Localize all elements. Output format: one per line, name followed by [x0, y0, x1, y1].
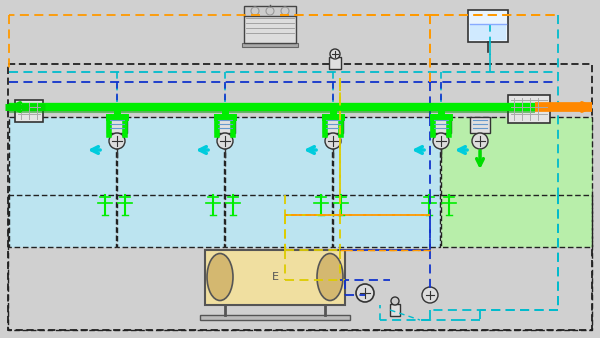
Bar: [470, 117, 490, 133]
Bar: [441, 117, 592, 247]
Bar: [117, 117, 224, 247]
Bar: [333, 117, 440, 247]
Circle shape: [109, 133, 125, 149]
Bar: [15, 100, 43, 122]
Bar: [508, 95, 550, 123]
Bar: [323, 117, 343, 133]
Bar: [200, 315, 350, 320]
Bar: [244, 6, 296, 16]
Bar: [107, 117, 127, 133]
Bar: [242, 43, 298, 47]
Circle shape: [325, 133, 341, 149]
Bar: [244, 15, 296, 43]
Bar: [8, 195, 592, 330]
Bar: [329, 57, 341, 69]
Bar: [470, 24, 506, 40]
Bar: [205, 250, 345, 305]
Bar: [390, 304, 400, 316]
Circle shape: [217, 133, 233, 149]
Circle shape: [356, 284, 374, 302]
Bar: [431, 117, 451, 133]
Circle shape: [472, 133, 488, 149]
Circle shape: [433, 133, 449, 149]
Bar: [9, 117, 116, 247]
Bar: [8, 64, 592, 330]
Text: E: E: [271, 272, 278, 282]
Ellipse shape: [317, 254, 343, 300]
Ellipse shape: [207, 254, 233, 300]
Bar: [225, 117, 332, 247]
Circle shape: [391, 297, 399, 305]
Circle shape: [330, 49, 340, 59]
Bar: [215, 117, 235, 133]
Bar: [468, 10, 508, 42]
Circle shape: [422, 287, 438, 303]
